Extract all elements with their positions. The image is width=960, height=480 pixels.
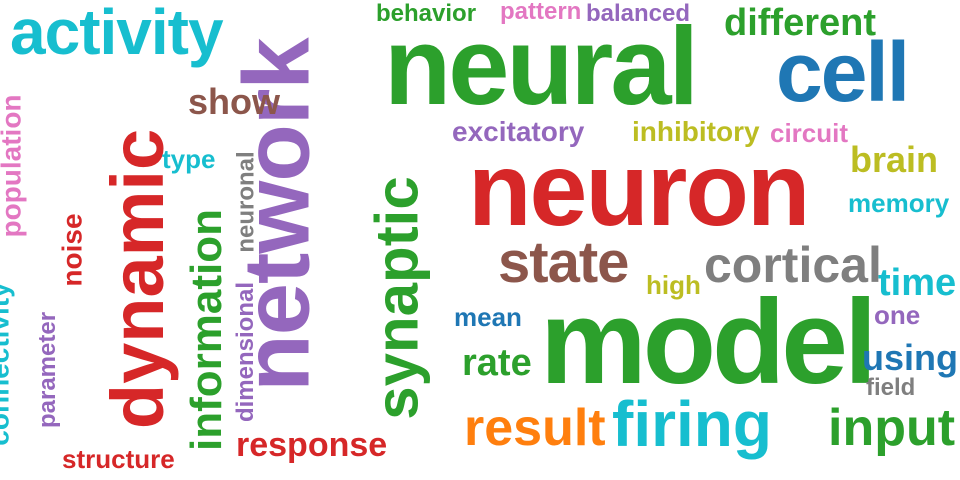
- word-population: population: [0, 94, 27, 238]
- word-type: type: [162, 144, 216, 174]
- word-cell: cell: [776, 25, 910, 119]
- word-show: show: [188, 81, 281, 122]
- word-time: time: [878, 262, 957, 304]
- word-field: field: [866, 374, 916, 401]
- word-pattern: pattern: [500, 0, 582, 25]
- word-brain: brain: [850, 139, 939, 180]
- word-synaptic: synaptic: [363, 176, 431, 420]
- word-response: response: [236, 426, 388, 464]
- word-parameter: parameter: [34, 311, 62, 429]
- word-activity: activity: [10, 0, 224, 68]
- word-dimensional: dimensional: [232, 281, 260, 423]
- word-rate: rate: [462, 342, 532, 384]
- word-neuron: neuron: [468, 132, 810, 248]
- word-different: different: [724, 2, 876, 44]
- word-circuit: circuit: [770, 118, 849, 148]
- word-cortical: cortical: [704, 237, 882, 293]
- word-behavior: behavior: [376, 0, 477, 27]
- word-memory: memory: [848, 188, 950, 218]
- word-noise: noise: [56, 213, 88, 287]
- word-structure: structure: [62, 444, 175, 474]
- word-neuronal: neuronal: [232, 151, 260, 253]
- word-firing: firing: [612, 388, 772, 460]
- word-state: state: [498, 230, 629, 295]
- word-information: information: [181, 209, 231, 451]
- word-result: result: [464, 399, 606, 457]
- word-mean: mean: [454, 302, 522, 332]
- word-inhibitory: inhibitory: [632, 116, 760, 147]
- word-excitatory: excitatory: [452, 116, 585, 147]
- word-connectivity: connectivity: [0, 282, 15, 446]
- word-using: using: [862, 337, 958, 378]
- word-balanced: balanced: [586, 0, 691, 27]
- word-input: input: [828, 399, 956, 457]
- word-neural: neural: [384, 5, 699, 128]
- word-high: high: [646, 270, 701, 300]
- word-one: one: [874, 300, 921, 330]
- word-model: model: [540, 275, 877, 409]
